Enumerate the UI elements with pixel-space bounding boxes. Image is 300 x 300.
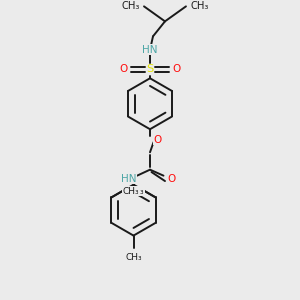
Text: CH₃: CH₃	[190, 2, 209, 11]
Text: O: O	[168, 174, 176, 184]
Text: CH₃: CH₃	[128, 187, 144, 196]
Text: HN: HN	[142, 45, 158, 55]
Text: S: S	[146, 64, 154, 74]
Text: CH₃: CH₃	[125, 253, 142, 262]
Text: CH₃: CH₃	[123, 187, 139, 196]
Text: O: O	[153, 135, 162, 145]
Text: O: O	[120, 64, 128, 74]
Text: HN: HN	[121, 174, 137, 184]
Text: O: O	[172, 64, 180, 74]
Text: CH₃: CH₃	[121, 2, 140, 11]
